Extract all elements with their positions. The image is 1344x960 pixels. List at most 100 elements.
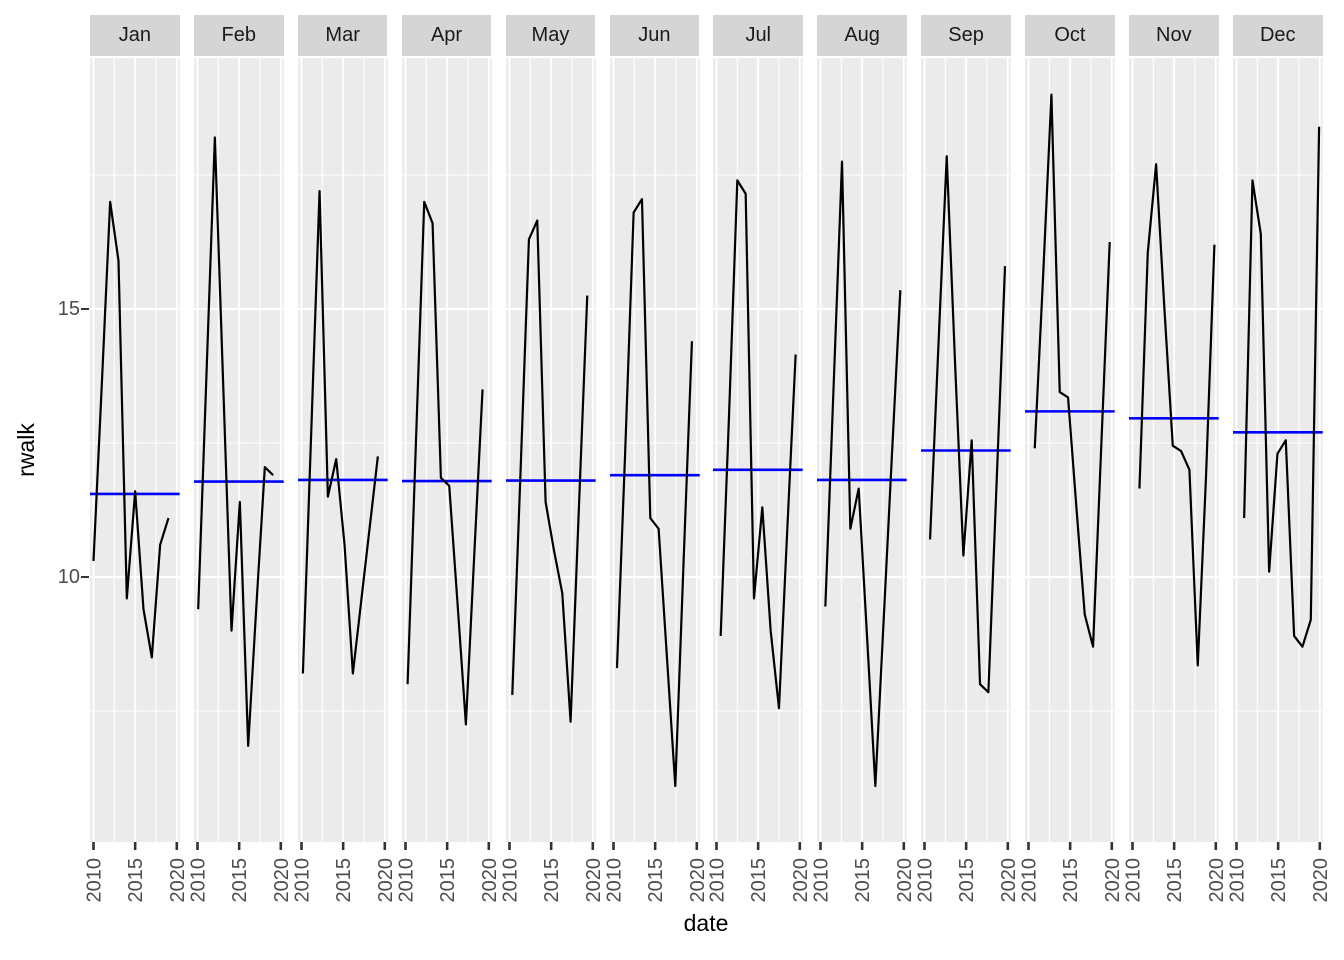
- x-tick-mark: [965, 842, 968, 850]
- x-tick-label: 2015: [1164, 858, 1186, 903]
- data-line: [1138, 163, 1216, 667]
- facet-panel: 2010 2015 2020: [811, 58, 916, 903]
- x-tick-mark: [196, 842, 199, 850]
- x-tick-mark: [1068, 842, 1072, 850]
- facet-strip-label: Sep: [948, 24, 984, 46]
- y-tick-label: 15: [57, 298, 80, 320]
- x-axis-title: date: [683, 910, 729, 936]
- x-tick-mark: [279, 842, 282, 850]
- x-tick-label: 2020: [1102, 858, 1124, 903]
- data-line: [301, 189, 379, 675]
- facet-panel: 2010 2015 2020: [1123, 58, 1228, 903]
- x-tick-mark: [819, 842, 823, 850]
- x-tick-mark: [133, 842, 137, 850]
- facet-strip: Aug: [817, 15, 907, 56]
- x-tick-mark: [487, 842, 490, 850]
- facet-strip: Feb: [193, 15, 284, 56]
- x-tick-mark: [507, 842, 511, 850]
- facet-panel: 2010 2015 2020: [603, 58, 708, 903]
- x-tick-mark: [757, 842, 760, 850]
- x-tick-mark: [861, 842, 864, 850]
- data-line: [1242, 126, 1321, 648]
- facet-strip-label: Feb: [221, 24, 256, 46]
- x-tick-mark: [445, 842, 449, 850]
- data-line: [615, 198, 693, 788]
- x-tick-label: 2010: [1123, 858, 1145, 903]
- x-tick-label: 2010: [603, 858, 625, 903]
- facet-panel: 2010 2015 2020: [499, 58, 604, 903]
- facet-panel: 2010 2015 2020: [187, 58, 293, 903]
- x-tick-label: 2020: [271, 858, 293, 903]
- facet-strip-label: Jan: [118, 24, 151, 46]
- facet-panel: 2010 2015 2020: [915, 58, 1020, 903]
- x-tick-label: 2020: [686, 858, 708, 903]
- data-line: [406, 200, 484, 726]
- facet-strip: Sep: [921, 15, 1011, 56]
- x-tick-label: 2015: [541, 858, 563, 903]
- x-tick-label: 2010: [291, 858, 313, 903]
- y-tick-mark: [81, 307, 89, 311]
- facet-strip: Dec: [1232, 15, 1323, 56]
- facet-column-feb: Feb 2010 2015 2020: [187, 15, 293, 915]
- x-tick-label: 2010: [499, 858, 521, 903]
- x-tick-label: 2015: [1268, 858, 1290, 903]
- x-tick-label: 2015: [645, 858, 667, 903]
- facet-strip-label: May: [531, 24, 570, 46]
- x-tick-mark: [1027, 842, 1030, 850]
- x-tick-mark: [1214, 842, 1218, 850]
- facet-panel: 2010 2015 2020: [291, 58, 397, 903]
- facet-strip-label: Mar: [325, 24, 360, 46]
- facet-panel: 2010 2015 2020: [84, 58, 189, 903]
- x-tick-label: 2020: [1310, 858, 1332, 903]
- x-tick-mark: [695, 842, 698, 850]
- x-tick-label: 2010: [187, 858, 209, 903]
- x-tick-label: 2015: [749, 858, 771, 903]
- x-tick-label: 2010: [1226, 858, 1248, 903]
- x-tick-label: 2010: [915, 858, 937, 903]
- x-tick-mark: [549, 842, 553, 850]
- facet-column-nov: Nov 2010 2015 2020: [1123, 15, 1228, 915]
- facet-strip: Jan: [90, 15, 180, 56]
- facet-column-sep: Sep 2010 2015 2020: [915, 15, 1020, 915]
- x-tick-mark: [923, 842, 926, 850]
- x-tick-label: 2015: [229, 858, 251, 903]
- x-tick-mark: [237, 842, 241, 850]
- facet-strip: Jul: [713, 15, 804, 56]
- facet-column-jan: Jan 2010 2015 2020: [84, 15, 189, 915]
- x-tick-label: 2010: [395, 858, 417, 903]
- data-line: [719, 179, 798, 710]
- facet-panel: 2010 2015 2020: [1226, 58, 1332, 903]
- x-tick-label: 2010: [811, 858, 833, 903]
- facet-column-aug: Aug 2010 2015 2020: [811, 15, 916, 915]
- data-line: [929, 155, 1007, 694]
- facet-strip-label: Dec: [1259, 24, 1296, 46]
- x-tick-mark: [92, 842, 95, 850]
- facet-strip-label: Nov: [1156, 24, 1192, 46]
- facet-column-oct: Oct 2010 2015 2020: [1019, 15, 1124, 915]
- x-tick-label: 2010: [84, 858, 106, 903]
- x-tick-label: 2015: [437, 858, 459, 903]
- facet-strip: Nov: [1129, 15, 1219, 56]
- x-tick-mark: [1006, 842, 1010, 850]
- facet-column-may: May 2010 2015 2020: [499, 15, 604, 915]
- x-tick-label: 2020: [167, 858, 189, 903]
- facet-strip-label: Aug: [844, 24, 880, 46]
- x-tick-label: 2020: [1206, 858, 1228, 903]
- facet-column-mar: Mar 2010 2015 2020: [291, 15, 397, 915]
- data-line: [824, 160, 902, 788]
- x-tick-label: 2015: [125, 858, 147, 903]
- x-tick-mark: [611, 842, 615, 850]
- facet-panel: 2010 2015 2020: [395, 58, 500, 903]
- facet-column-dec: Dec 2010 2015 2020: [1226, 15, 1332, 915]
- x-tick-label: 2015: [956, 858, 978, 903]
- x-tick-label: 2020: [478, 858, 500, 903]
- x-tick-label: 2020: [790, 858, 812, 903]
- x-tick-mark: [383, 842, 386, 850]
- data-line: [1033, 93, 1111, 648]
- x-tick-mark: [403, 842, 407, 850]
- facet-column-jun: Jun 2010 2015 2020: [603, 15, 708, 915]
- facet-column-jul: Jul 2010 2015 2020: [707, 15, 812, 915]
- facet-strip: Apr: [401, 15, 492, 56]
- facet-strip: Jun: [609, 15, 700, 56]
